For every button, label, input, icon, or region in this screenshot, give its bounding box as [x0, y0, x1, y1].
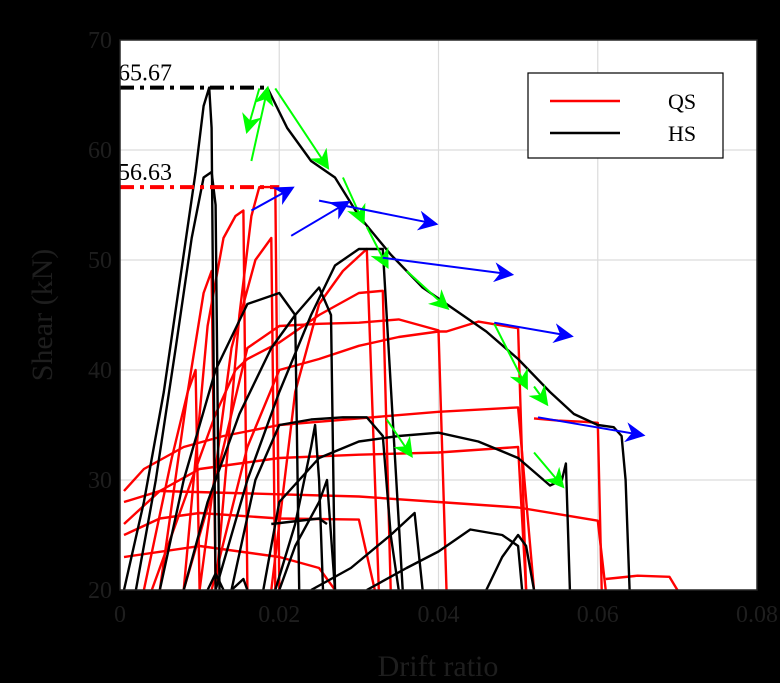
blue-arrow [318, 199, 439, 231]
y-tick-label: 70 [88, 28, 112, 54]
y-tick-label: 50 [88, 248, 112, 274]
y-tick-label: 30 [88, 468, 112, 494]
green-arrow [528, 384, 549, 407]
green-arrow [365, 226, 389, 270]
green-arrow [385, 418, 413, 459]
legend: QS HS [527, 72, 724, 159]
series-hs-curve [271, 517, 328, 526]
series-qs-curve [210, 320, 528, 590]
series-qs-curve [182, 209, 249, 590]
x-tick-label: 0.08 [736, 602, 778, 628]
tick-labels: 0 0.02 0.04 0.06 0.08 20 30 40 50 60 70 [88, 28, 778, 628]
peak-label: 65.67 [118, 61, 172, 87]
series-qs-curve [123, 511, 376, 590]
series-hs-curve [206, 572, 225, 590]
x-tick-label: 0.04 [418, 602, 460, 628]
y-axis-title: Shear (kN) [26, 249, 59, 381]
series-qs-curve [150, 289, 392, 590]
series-qs-curve [605, 574, 679, 590]
series-qs-curve [214, 185, 281, 590]
green-arrow [533, 451, 565, 489]
plot-frame [119, 39, 758, 591]
x-tick-label: 0.02 [258, 602, 300, 628]
x-axis-title: Drift ratio [378, 650, 499, 683]
blue-arrow [494, 321, 574, 344]
series-hs-curve [230, 416, 400, 590]
series-hs-curve [274, 423, 325, 590]
peak-label: 56.63 [118, 160, 172, 186]
x-tick-label: 0 [114, 602, 126, 628]
y-tick-label: 40 [88, 358, 112, 384]
series-qs-curve [124, 589, 126, 590]
legend-label-qs: QS [668, 89, 696, 114]
series-hs-curve [366, 528, 524, 590]
series-hs-curve [485, 533, 536, 590]
legend-box [527, 72, 724, 159]
blue-arrow [250, 186, 295, 212]
x-tick-label: 0.06 [577, 602, 619, 628]
green-arrow [274, 87, 330, 170]
series-qs-curve [198, 236, 277, 590]
series-hs-curve [230, 577, 249, 590]
legend-label-hs: HS [668, 121, 696, 146]
series-hs-curve [182, 286, 337, 590]
green-arrow [405, 270, 450, 310]
y-tick-label: 20 [88, 578, 112, 604]
series-hs-curve [122, 86, 217, 590]
series-hs-curve [134, 170, 221, 590]
green-arrow [342, 177, 366, 226]
blue-arrow [290, 200, 351, 237]
green-arrow [242, 88, 262, 135]
green-arrow [493, 323, 528, 391]
peak-annotations: 65.67 56.63 [118, 61, 280, 190]
series-hs-curve [310, 511, 424, 590]
series-qs-curve [270, 247, 380, 590]
blue-arrow [537, 416, 646, 443]
series-qs-curve [142, 368, 201, 590]
blue-arrow [382, 256, 515, 283]
y-tick-label: 60 [88, 138, 112, 164]
series-qs-curve [123, 445, 528, 590]
series-qs-curve [123, 489, 607, 590]
annotation-arrows [242, 85, 646, 489]
